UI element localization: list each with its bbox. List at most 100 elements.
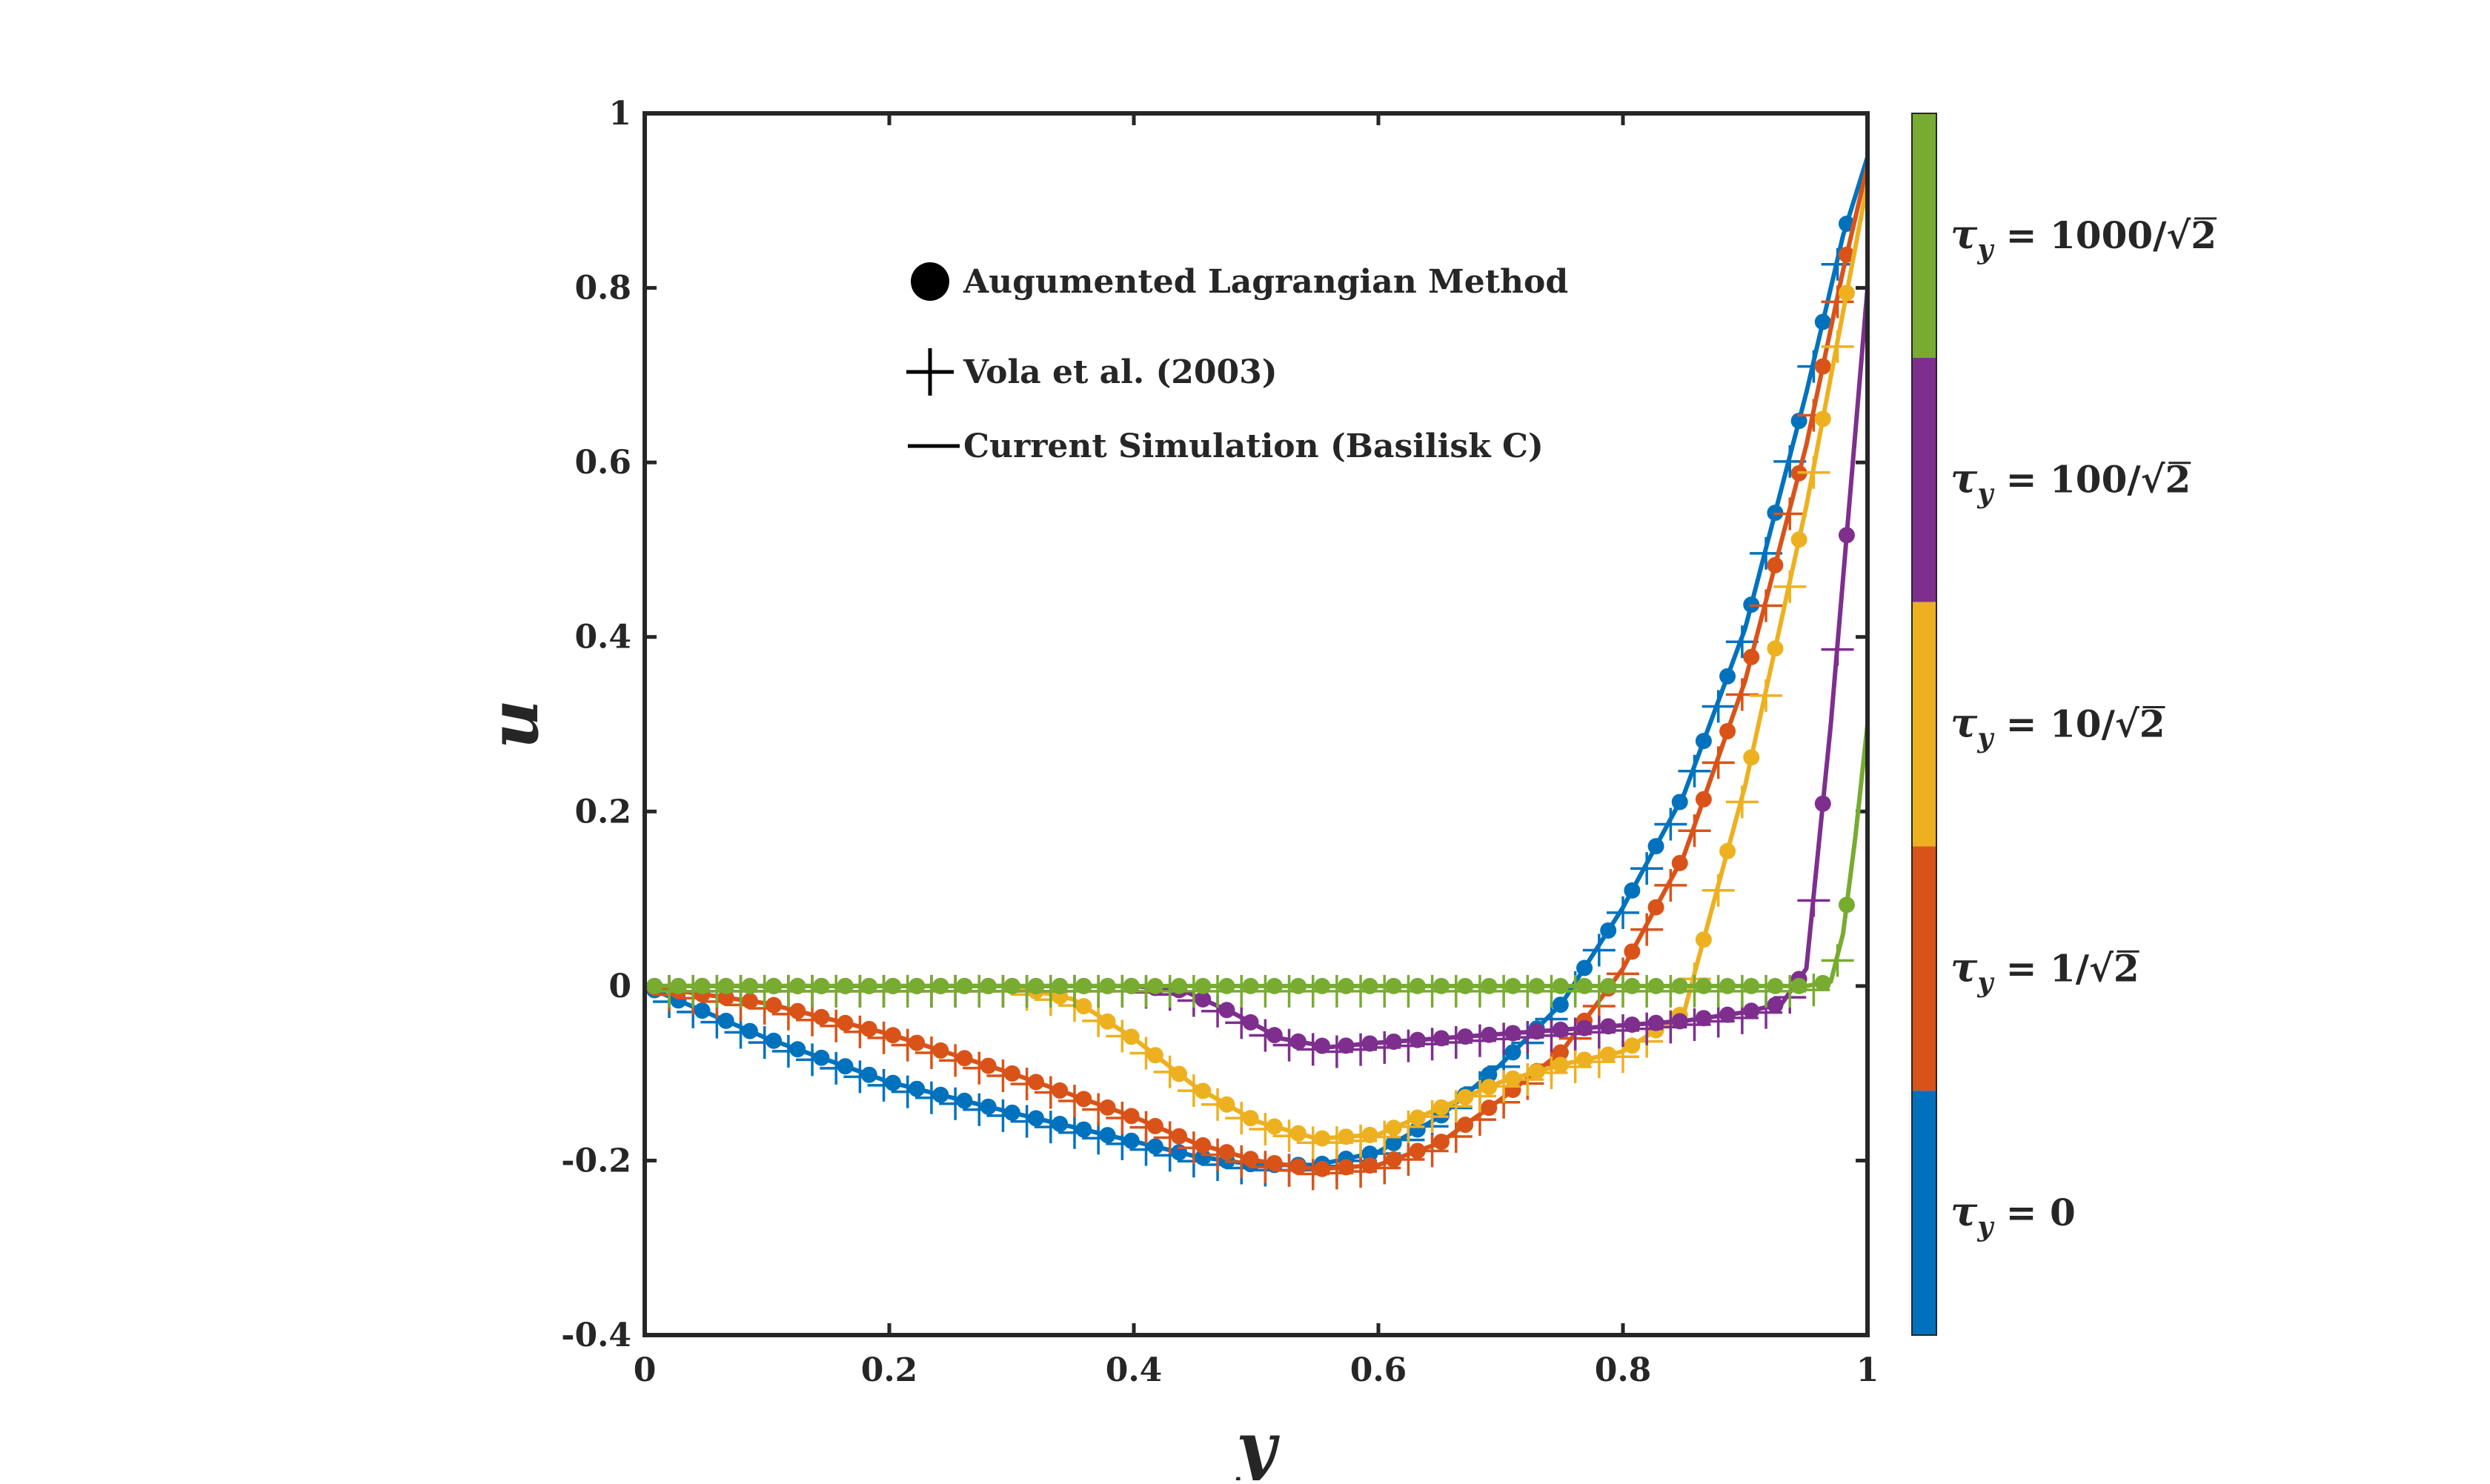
series-dot-marker bbox=[1695, 931, 1712, 948]
series-dot-marker bbox=[1146, 1117, 1163, 1134]
series-dot-marker bbox=[1624, 1037, 1641, 1054]
colorbar-label: τy = 1/√2 bbox=[1950, 943, 2139, 998]
series-dot-marker bbox=[1242, 1151, 1259, 1168]
series-dot-marker bbox=[884, 1074, 901, 1091]
series-dot-marker bbox=[1814, 795, 1831, 812]
series-dot-marker bbox=[1289, 1125, 1307, 1142]
series-dot-marker bbox=[1481, 1099, 1498, 1117]
y-tick-label: 0.2 bbox=[574, 793, 631, 831]
series-dot-marker bbox=[1695, 733, 1712, 750]
series-dot-marker bbox=[1075, 1121, 1092, 1138]
series-dot-marker bbox=[1838, 285, 1855, 302]
colorbar-label-part: y bbox=[1976, 967, 1994, 998]
series-dot-marker bbox=[789, 1041, 806, 1058]
series-dot-marker bbox=[1195, 1137, 1212, 1154]
series-dot-marker bbox=[1504, 1044, 1521, 1061]
series-dot-marker bbox=[837, 1058, 854, 1075]
series-dot-marker bbox=[1743, 1002, 1760, 1019]
colorbar-segment bbox=[1912, 357, 1936, 602]
colorbar-label-part: τ bbox=[1950, 1188, 1978, 1235]
y-tick-label: 1 bbox=[608, 95, 631, 133]
series-dot-marker bbox=[1361, 1126, 1378, 1143]
series-dot-marker bbox=[909, 1034, 926, 1051]
series-dot-marker bbox=[1814, 313, 1831, 330]
series-dot-marker bbox=[1289, 1158, 1307, 1175]
x-tick-label: 0.8 bbox=[1595, 1351, 1652, 1389]
series-line bbox=[645, 724, 1870, 988]
colorbar-label-part: y bbox=[1976, 723, 1994, 754]
series-dot-marker bbox=[813, 1049, 830, 1066]
colorbar-label-part: 100/ bbox=[2050, 458, 2141, 502]
y-tick-label: -0.4 bbox=[561, 1317, 631, 1354]
series-dot-marker bbox=[1314, 1130, 1331, 1147]
series-dot-marker bbox=[1838, 246, 1855, 263]
y-tick-label: 0.6 bbox=[574, 444, 631, 482]
series-dot-marker bbox=[1671, 854, 1688, 871]
series-dot-marker bbox=[1123, 1132, 1140, 1149]
series-dot-marker bbox=[1028, 1110, 1044, 1127]
series-dot-marker bbox=[1099, 1099, 1116, 1116]
legend: Augumented Lagrangian Method Vola et al. … bbox=[906, 262, 1568, 465]
series-dot-marker bbox=[813, 1008, 830, 1025]
series-dot-marker bbox=[1099, 1127, 1116, 1144]
colorbar-label: τy = 100/√2 bbox=[1950, 455, 2191, 510]
series-dot-marker bbox=[932, 1042, 949, 1059]
series-dot-marker bbox=[1719, 722, 1736, 739]
colorbar-label-part: 1/ bbox=[2050, 946, 2090, 990]
colorbar-label-part: y bbox=[1976, 234, 1994, 265]
series-dot-marker bbox=[1552, 1044, 1569, 1061]
series-dot-marker bbox=[1171, 1065, 1188, 1082]
colorbar-segment bbox=[1912, 113, 1936, 358]
series-dot-marker bbox=[932, 1086, 949, 1103]
series-dot-marker bbox=[1576, 1051, 1593, 1068]
series-dot-marker bbox=[909, 1080, 926, 1097]
colorbar-label-part: √2 bbox=[2115, 702, 2165, 746]
series-dot-marker bbox=[1218, 1144, 1235, 1161]
colorbar-label-part: 0 bbox=[2050, 1191, 2076, 1234]
series-dot-marker bbox=[694, 1002, 711, 1019]
series-dot-marker bbox=[1266, 1154, 1283, 1171]
series-dot-marker bbox=[980, 1057, 997, 1074]
legend-label: Augumented Lagrangian Method bbox=[963, 263, 1568, 301]
series-dot-marker bbox=[1003, 1104, 1020, 1121]
series-dot-marker bbox=[1624, 882, 1641, 899]
series-dot-marker bbox=[1767, 556, 1784, 573]
series-dot-marker bbox=[884, 1027, 901, 1044]
x-tick-label: 1 bbox=[1856, 1351, 1879, 1389]
series-dot-marker bbox=[1647, 838, 1664, 855]
series-dot-marker bbox=[1481, 1066, 1498, 1083]
series-dot-marker bbox=[717, 1012, 734, 1029]
series-0 bbox=[643, 156, 1870, 1187]
series-dot-marker bbox=[1647, 899, 1664, 916]
x-tick-label: 0.4 bbox=[1106, 1351, 1163, 1389]
colorbar: τy = 1000/√2τy = 100/√2τy = 10/√2τy = 1/… bbox=[1911, 113, 2217, 1336]
colorbar-label-part: y bbox=[1976, 1211, 1994, 1242]
series-dot-marker bbox=[1790, 413, 1807, 430]
series-3 bbox=[645, 287, 1870, 1068]
series-dot-marker bbox=[1767, 996, 1784, 1014]
colorbar-label-part: √2 bbox=[2141, 458, 2191, 502]
series-dot-marker bbox=[1719, 842, 1736, 859]
colorbar-label-part: τ bbox=[1950, 455, 1978, 502]
series-dot-marker bbox=[1838, 896, 1855, 914]
y-axis-label: u bbox=[474, 699, 554, 749]
colorbar-label-part: 1000/ bbox=[2050, 213, 2167, 257]
series-line bbox=[645, 287, 1870, 1050]
axes: 0 0.2 0.4 0.6 0.8 1 -0.4 -0.2 0 0.2 0.4 0.6 0.8 1 bbox=[561, 95, 1879, 1389]
colorbar-label-part: = bbox=[1993, 458, 2050, 502]
series-dot-marker bbox=[1600, 922, 1617, 939]
colorbar-label-part: = bbox=[1993, 213, 2050, 257]
series-dot-marker bbox=[1624, 943, 1641, 960]
colorbar-label-part: 10/ bbox=[2050, 702, 2116, 746]
colorbar-label-part: = bbox=[1993, 946, 2050, 990]
series-dot-marker bbox=[860, 1020, 877, 1037]
series-dot-marker bbox=[1814, 410, 1831, 427]
series-dot-marker bbox=[1552, 1057, 1569, 1074]
series-4 bbox=[645, 724, 1870, 1008]
legend-dot-icon bbox=[911, 262, 949, 301]
series-dot-marker bbox=[1743, 749, 1760, 766]
series-dot-marker bbox=[837, 1014, 854, 1031]
colorbar-label-part: √2 bbox=[2166, 213, 2217, 257]
series-dot-marker bbox=[741, 1022, 758, 1039]
series-1 bbox=[644, 164, 1870, 1191]
